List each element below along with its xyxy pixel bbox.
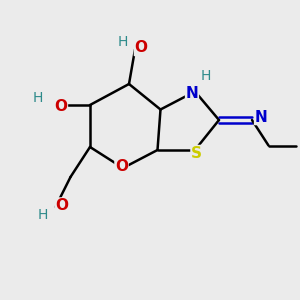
Text: O: O [55,198,68,213]
Text: H: H [117,35,128,49]
Text: O: O [115,159,128,174]
Text: H: H [38,208,48,222]
Text: O: O [54,99,68,114]
Text: S: S [191,146,202,160]
Text: H: H [33,92,43,105]
Text: N: N [255,110,267,124]
Text: O: O [134,40,148,56]
Text: H: H [200,69,211,83]
Text: N: N [186,85,198,100]
